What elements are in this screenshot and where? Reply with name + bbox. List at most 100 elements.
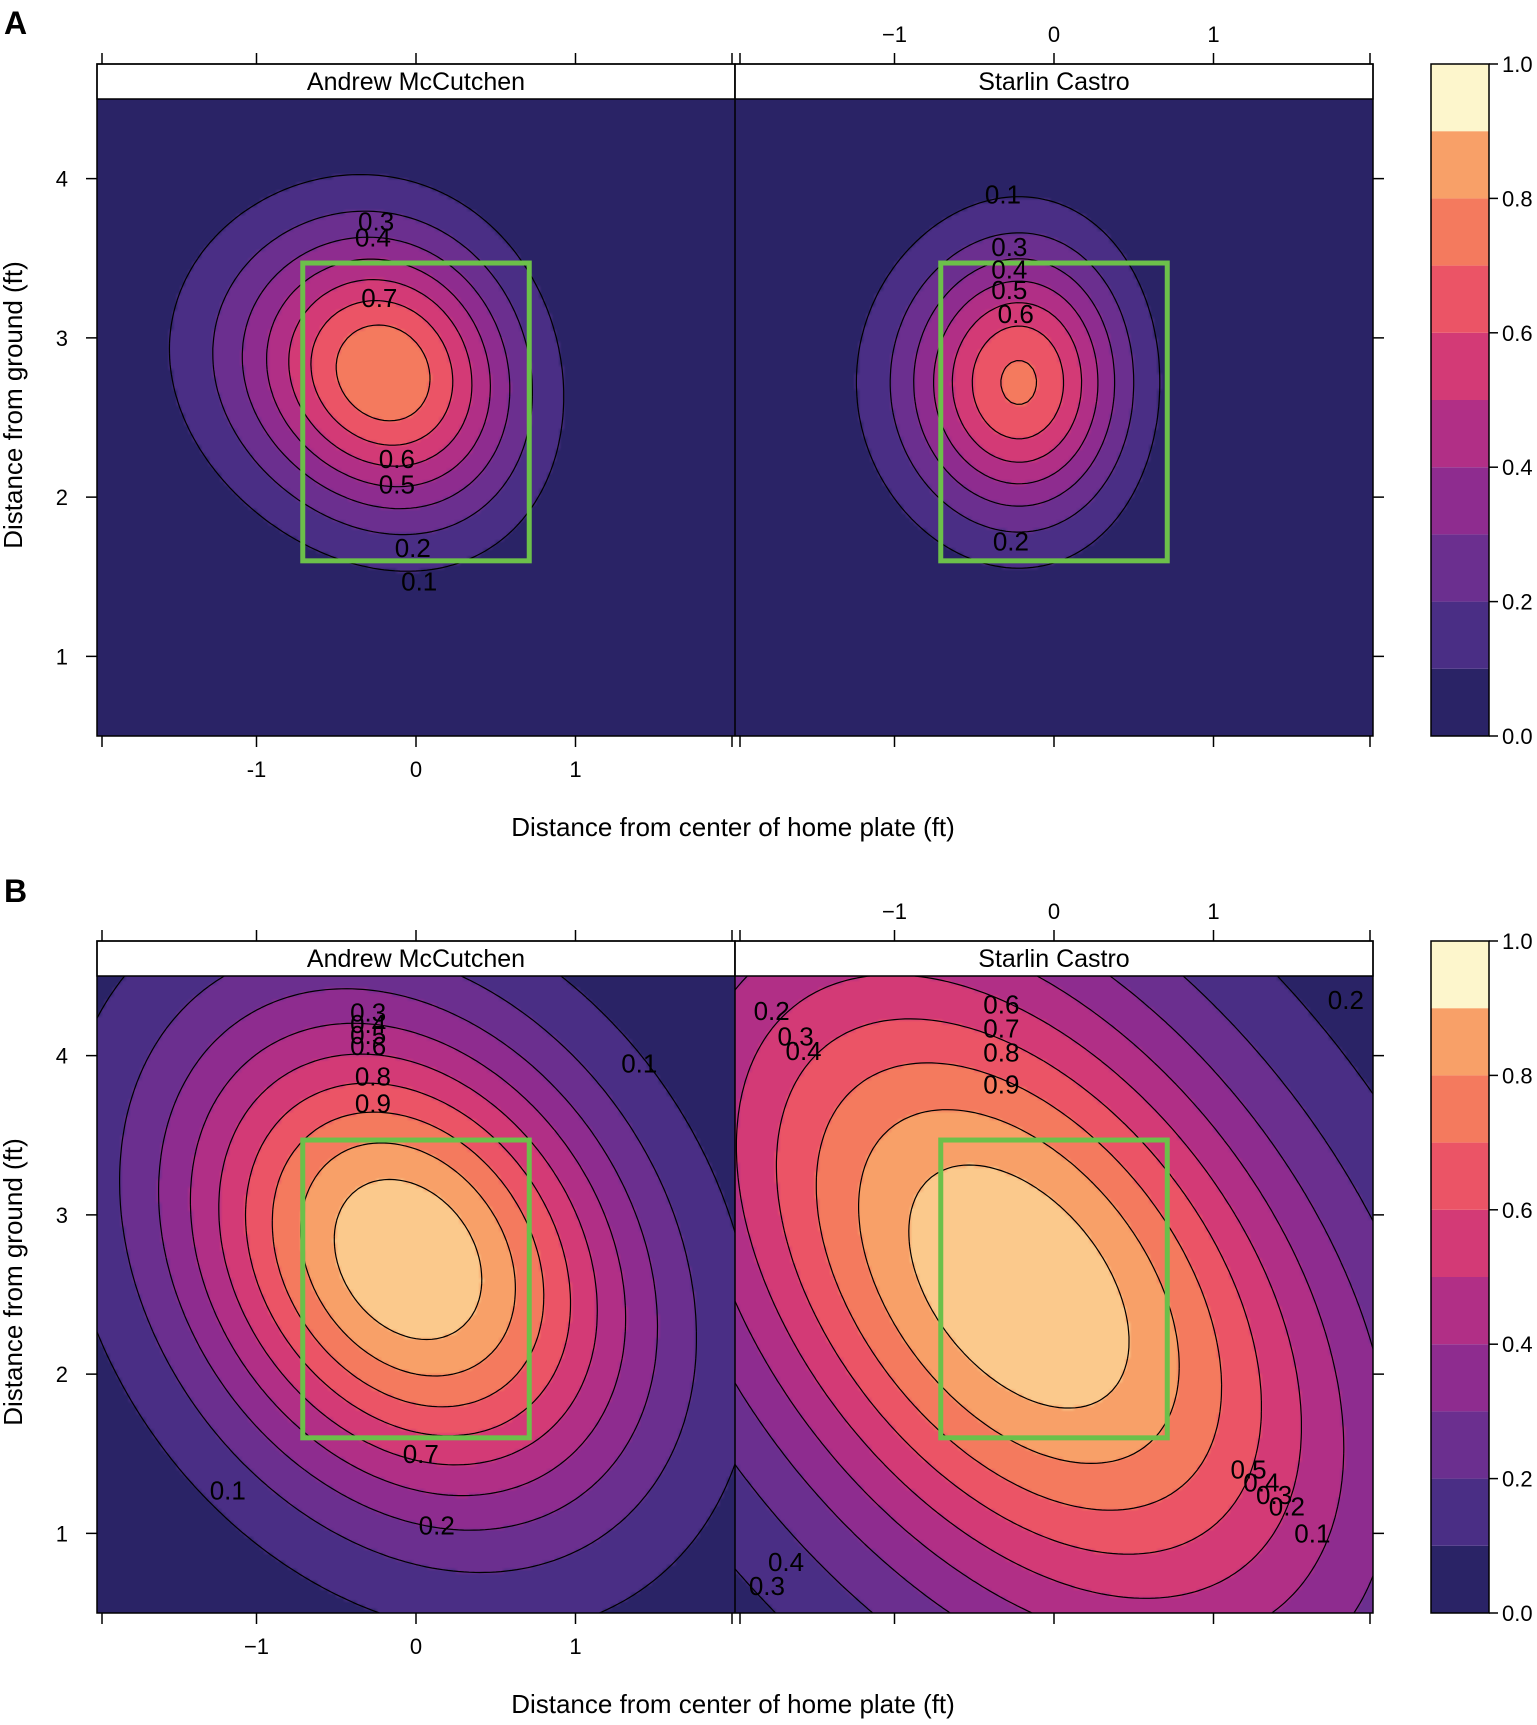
panel-b-castro-contour-label: 0.4 [1243,1467,1279,1497]
panel-b-top-tick-label: 1 [1207,899,1219,924]
panel-b-castro-contour-0.8 [858,1109,1180,1464]
panel-b-castro-contour-label: 0.3 [778,1022,814,1052]
panel-b-mccutchen-contour-label: 0.3 [350,998,386,1028]
panel-b-x-tick-label: −1 [244,1634,269,1659]
panel-b-mccutchen-contour-0.4 [189,1022,627,1497]
panel-b-colorbar-tick-label: 0.4 [1502,1332,1533,1357]
panel-b-castro-contour-label: 0.3 [1256,1480,1292,1510]
panel-b-colorbar-swatch [1431,1142,1489,1210]
panel-b-mccutchen-contour-label: 0.6 [350,1031,386,1061]
panel-b-facet-mccutchen: 0.30.40.50.60.80.9 0.1 0.7 0.1 0.2 Andrew Mc… [96,940,736,1613]
panel-b-colorbar: 1.0 0.8 0.6 0.4 0.2 0.0 [1430,929,1533,1626]
panel-b-y-tick-label: 1 [56,1521,68,1546]
panel-a-colorbar-swatch [1431,131,1489,199]
panel-b-mccutchen-contour-label: 0.1 [210,1475,246,1505]
panel-b-colorbar-swatch [1431,1075,1489,1143]
panel-a-top-tick-label: 0 [1048,22,1060,47]
panel-a-colorbar-swatch [1431,668,1489,736]
panel-b-mccutchen-contour-label: 0.4 [350,1009,386,1039]
panel-a-top-tick-label: −1 [882,22,907,47]
panel-a-mccutchen-contour-label: 0.7 [361,283,397,313]
panel-a-castro-contour-label: 0.4 [991,254,1027,284]
panel-b-colorbar-swatch [1431,1209,1489,1277]
panel-b-y-axis-title: Distance from ground (ft) [0,1138,28,1426]
panel-b-castro-contour-0.5 [735,976,1302,1599]
panel-b-mccutchen-contour-label: 0.9 [355,1088,391,1118]
panel-a-mccutchen-contour-0.7 [335,324,431,422]
panel-b-castro-contour-label: 0.3 [749,1571,785,1601]
panel-a-mccutchen-title: Andrew McCutchen [307,68,525,96]
panel-a-castro-contour-label: 0.5 [991,275,1027,305]
panel-b-mccutchen-contour-0.1 [97,976,735,1613]
panel-b-x-axis-title: Distance from center of home plate (ft) [511,1689,955,1719]
panel-b-mccutchen-contour-lines [97,976,735,1613]
panel-b-castro-contour-label: 0.7 [983,1014,1019,1044]
panel-a-axes: -1 −1 0 0 1 1 1 2 3 4 [56,22,1384,782]
panel-b-mccutchen-contour-labels: 0.30.40.50.60.80.9 0.1 0.7 0.1 0.2 [210,998,658,1541]
panel-a-mccutchen-contour-label: 0.2 [395,533,431,563]
panel-b-colorbar-tick-label: 0.6 [1502,1198,1533,1223]
panel-b-mccutchen-contour-0.3 [158,988,659,1531]
panel-a-castro-contour-0.2 [889,232,1135,533]
panel-b-colorbar-swatch [1431,1545,1489,1613]
panel-a-mccutchen-contour-labels: 0.30.4 0.7 0.60.5 0.2 0.1 [355,207,437,597]
panel-b-mccutchen-contour-label: 0.7 [403,1439,439,1469]
panel-a-top-tick-label: 1 [1207,22,1219,47]
panel-b-castro-contour-0.3 [735,976,1373,1613]
panel-b-castro-contour-label: 0.4 [786,1036,822,1066]
panel-b-mccutchen-contour-0.2 [119,976,697,1574]
panel-a-y-axis-title: Distance from ground (ft) [0,261,28,549]
panel-a-colorbar-swatch [1431,601,1489,669]
panel-b-y-tick-label: 4 [56,1044,68,1069]
panel-b-castro-contour-labels: 0.60.70.80.90.20.30.40.20.50.40.30.20.10… [749,985,1364,1601]
panel-b-colorbar-tick-label: 1.0 [1502,929,1533,954]
panel-b-castro-contour-label: 0.2 [754,996,790,1026]
panel-a-mccutchen-strike-zone [300,260,532,564]
panel-b-axes: −1 −1 0 0 1 1 1 2 3 4 [56,899,1384,1659]
panel-b-castro-contour-label: 0.1 [1294,1518,1330,1548]
panel-b-castro-contour-0.4 [735,976,1345,1613]
panel-b-top-tick-label: −1 [882,899,907,924]
panel-b-mccutchen-contour-0.8 [300,1142,516,1377]
panel-a-mccutchen-contour-label: 0.6 [379,444,415,474]
panel-a-castro-strike-zone [938,260,1170,564]
panel-a-facet-castro: 0.1 0.30.40.50.6 0.2 Starlin Castro [734,63,1374,736]
panel-a-castro-contour-0.7 [1000,360,1038,405]
panel-b-top-tick-label: 0 [1048,899,1060,924]
panel-a-mccutchen-contour-0.6 [310,300,454,446]
panel-a-castro-contour-0.1 [855,196,1161,569]
panel-a-castro-contour-0.4 [933,280,1099,485]
panel-a-colorbar-swatch [1431,265,1489,333]
panel-letter-a: A [4,5,27,41]
panel-a-colorbar-swatch [1431,198,1489,266]
panel-b-colorbar-tick-label: 0.2 [1502,1467,1533,1492]
panel-b-colorbar-swatch [1431,1277,1489,1345]
panel-b-castro-strike-zone [938,1137,1170,1441]
panel-b-y-tick-label: 2 [56,1362,68,1387]
panel-a-colorbar-tick-label: 0.8 [1502,186,1533,211]
panel-a-colorbar-swatch [1431,534,1489,602]
panel-b-mccutchen-contour-0.9 [333,1178,483,1341]
panel-b-castro-contour-0.9 [908,1164,1130,1409]
panel-b-mccutchen-contour-label: 0.5 [350,1020,386,1050]
panel-a-x-tick-label: -1 [247,757,267,782]
panel-a-colorbar-tick-label: 1.0 [1502,52,1533,77]
panel-a-castro-contour-0.3 [913,258,1116,507]
panel-a-castro-title: Starlin Castro [978,68,1129,96]
panel-b-mccutchen-contour-0.5 [218,1053,598,1466]
panel-b: B 0.30.40.50.60.80.90.10.70.10.2 Andrew … [0,873,1533,1719]
panel-a-mccutchen-contour-label: 0.1 [401,567,437,597]
panel-a-colorbar-swatch [1431,64,1489,132]
panel-b-mccutchen-title: Andrew McCutchen [307,945,525,973]
panel-b-castro-contour-lines [735,976,1373,1613]
panel-a-mccutchen-contour-0.4 [266,258,491,488]
panel-a-mccutchen-contour-0.3 [241,236,511,510]
panel-b-colorbar-swatch [1431,1344,1489,1412]
panel-b-castro-contour-label: 0.8 [983,1037,1019,1067]
panel-b-castro-title: Starlin Castro [978,945,1129,973]
panel-a-x-tick-label: 0 [410,757,422,782]
panel-b-y-tick-label: 3 [56,1203,68,1228]
panel-a-mccutchen-contour-0.2 [212,210,533,536]
panel-a-castro-contour-0.6 [971,325,1065,440]
